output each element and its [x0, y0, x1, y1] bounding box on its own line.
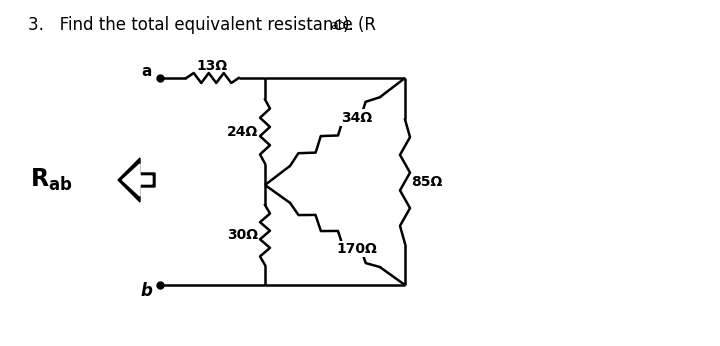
- Text: 24Ω: 24Ω: [228, 125, 258, 138]
- Text: $\mathbf{R_{ab}}$: $\mathbf{R_{ab}}$: [30, 167, 73, 193]
- Polygon shape: [118, 158, 155, 202]
- Text: 13Ω: 13Ω: [197, 59, 228, 73]
- Text: ).: ).: [343, 16, 355, 34]
- Text: b: b: [140, 282, 152, 300]
- Text: 85Ω: 85Ω: [411, 174, 443, 189]
- Text: 30Ω: 30Ω: [228, 228, 258, 242]
- Text: ab: ab: [330, 19, 346, 32]
- Text: 170Ω: 170Ω: [337, 242, 377, 256]
- Polygon shape: [122, 164, 152, 196]
- Text: 34Ω: 34Ω: [341, 110, 372, 125]
- Text: a: a: [142, 64, 152, 80]
- Text: 3.   Find the total equivalent resistance (R: 3. Find the total equivalent resistance …: [28, 16, 376, 34]
